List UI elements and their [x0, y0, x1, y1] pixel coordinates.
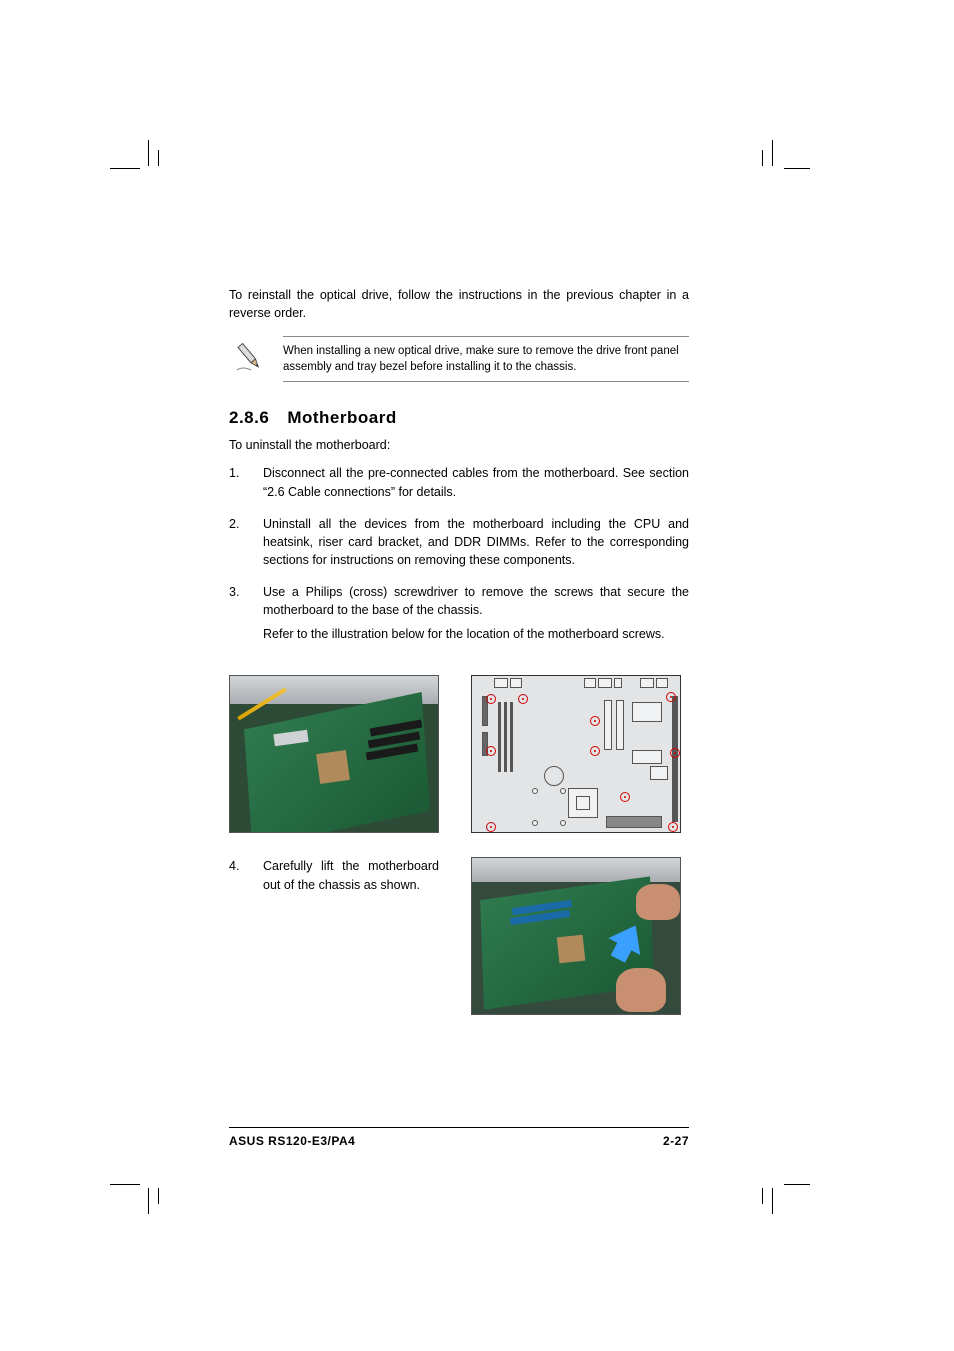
chip [544, 766, 564, 786]
list-item: 4. Carefully lift the motherboard out of… [229, 857, 439, 899]
list-item: 3. Use a Philips (cross) screwdriver to … [229, 583, 689, 649]
steps-list-cont: 4. Carefully lift the motherboard out of… [229, 857, 439, 899]
section-number: 2.8.6 [229, 408, 269, 428]
connector [598, 678, 612, 688]
section-title: Motherboard [287, 408, 396, 428]
expansion-slot [510, 702, 513, 772]
connector [614, 678, 622, 688]
screw-marker [590, 716, 600, 726]
crop-mark [128, 1184, 140, 1185]
step-number: 1. [229, 464, 247, 506]
connector [656, 678, 668, 688]
crop-mark [784, 168, 810, 169]
step-text: Use a Philips (cross) screwdriver to rem… [263, 583, 689, 649]
step-para: Carefully lift the motherboard out of th… [263, 857, 439, 893]
step-para: Refer to the illustration below for the … [263, 625, 689, 643]
note-box: When installing a new optical drive, mak… [229, 336, 689, 382]
cpu-socket-inner [576, 796, 590, 810]
note-text: When installing a new optical drive, mak… [283, 336, 689, 382]
connector [640, 678, 654, 688]
standoff [560, 788, 566, 794]
image-row-1 [229, 675, 689, 833]
chip [632, 750, 662, 764]
note-icon-col [229, 336, 271, 382]
content-column: To reinstall the optical drive, follow t… [229, 286, 689, 1015]
connector [584, 678, 596, 688]
cpu-socket [316, 750, 350, 784]
edge-connector [672, 696, 678, 822]
step4-row: 4. Carefully lift the motherboard out of… [229, 857, 689, 1015]
screw-marker [486, 694, 496, 704]
step-number: 4. [229, 857, 247, 899]
step-para: Disconnect all the pre-connected cables … [263, 464, 689, 500]
dimm-slot [616, 700, 624, 750]
screw-marker [590, 746, 600, 756]
intro-paragraph: To reinstall the optical drive, follow t… [229, 286, 689, 322]
subsection-intro: To uninstall the motherboard: [229, 438, 689, 452]
steps-list: 1. Disconnect all the pre-connected cabl… [229, 464, 689, 649]
screw-marker [668, 822, 678, 832]
connector [510, 678, 522, 688]
step4-text: 4. Carefully lift the motherboard out of… [229, 857, 439, 907]
standoff [532, 788, 538, 794]
dimm-slot [604, 700, 612, 750]
photo-remove-screws [229, 675, 439, 833]
screw-marker [518, 694, 528, 704]
footer-product: ASUS RS120-E3/PA4 [229, 1134, 355, 1148]
hand-icon [616, 968, 666, 1012]
crop-mark [784, 1184, 810, 1185]
footer-page-number: 2-27 [663, 1134, 689, 1148]
screw-marker [620, 792, 630, 802]
pencil-icon [233, 340, 267, 379]
expansion-slot [498, 702, 501, 772]
screw-marker [670, 748, 680, 758]
list-item: 2. Uninstall all the devices from the mo… [229, 515, 689, 575]
diagram-screw-locations [471, 675, 681, 833]
list-item: 1. Disconnect all the pre-connected cabl… [229, 464, 689, 506]
step-para: Use a Philips (cross) screwdriver to rem… [263, 583, 689, 619]
cpu-socket [557, 935, 586, 964]
crop-mark [128, 168, 140, 169]
step-text: Uninstall all the devices from the mothe… [263, 515, 689, 575]
crop-mark [158, 150, 159, 166]
step-text: Disconnect all the pre-connected cables … [263, 464, 689, 506]
connector [606, 816, 662, 828]
step-number: 2. [229, 515, 247, 575]
page: To reinstall the optical drive, follow t… [0, 0, 954, 1351]
page-footer: ASUS RS120-E3/PA4 2-27 [229, 1127, 689, 1148]
crop-mark [762, 1188, 763, 1204]
standoff [560, 820, 566, 826]
crop-mark [772, 140, 773, 166]
step-number: 3. [229, 583, 247, 649]
step-para: Uninstall all the devices from the mothe… [263, 515, 689, 569]
photo-lift-motherboard [471, 857, 681, 1015]
hand-icon [636, 884, 680, 920]
section-heading: 2.8.6 Motherboard [229, 408, 689, 428]
expansion-slot [504, 702, 507, 772]
crop-mark [148, 1188, 149, 1214]
crop-mark [158, 1188, 159, 1204]
chip [632, 702, 662, 722]
step-text: Carefully lift the motherboard out of th… [263, 857, 439, 899]
chip [650, 766, 668, 780]
screw-marker [486, 746, 496, 756]
crop-mark [772, 1188, 773, 1214]
crop-mark [762, 150, 763, 166]
screw-marker [486, 822, 496, 832]
crop-mark [148, 140, 149, 166]
standoff [532, 820, 538, 826]
connector [494, 678, 508, 688]
